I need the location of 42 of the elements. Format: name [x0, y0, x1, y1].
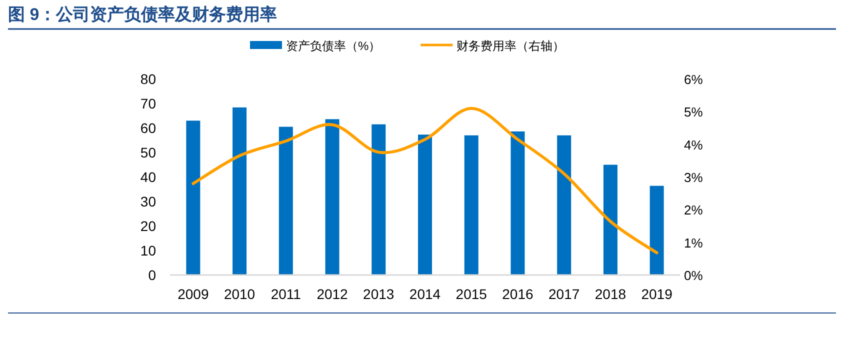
- x-tick-label: 2009: [178, 286, 209, 302]
- y2-tick-label: 1%: [684, 235, 704, 250]
- y-tick-label: 30: [140, 194, 156, 210]
- bar: [557, 135, 572, 275]
- bar: [650, 186, 664, 275]
- bar: [464, 135, 478, 275]
- y-tick-label: 50: [140, 144, 156, 160]
- x-tick-label: 2016: [502, 286, 534, 302]
- y-tick-label: 0: [148, 267, 156, 283]
- bar: [510, 131, 525, 275]
- line-series: [192, 106, 658, 254]
- legend-label: 资产负债率（%）: [286, 39, 381, 53]
- bar: [603, 164, 618, 275]
- bar: [325, 119, 340, 275]
- x-tick-label: 2013: [363, 286, 394, 302]
- bar: [232, 107, 247, 275]
- x-tick-label: 2011: [270, 286, 302, 302]
- x-tick-label: 2015: [456, 286, 488, 302]
- y-tick-label: 80: [140, 71, 156, 87]
- chart-title: 图 9：公司资产负债率及财务费用率: [8, 5, 278, 24]
- legend-label: 财务费用率（右轴）: [456, 39, 565, 53]
- bar: [372, 124, 386, 275]
- y2-tick-label: 4%: [684, 137, 704, 152]
- x-tick-label: 2017: [548, 286, 580, 302]
- y-tick-label: 70: [140, 96, 156, 112]
- bar: [186, 120, 200, 275]
- y-tick-label: 60: [140, 120, 156, 136]
- y2-tick-label: 0%: [684, 268, 704, 283]
- y-tick-label: 40: [140, 169, 156, 185]
- x-tick-label: 2014: [409, 286, 441, 302]
- y-tick-label: 10: [140, 242, 156, 258]
- y2-tick-label: 6%: [684, 72, 704, 87]
- bar: [418, 134, 432, 275]
- bar: [278, 126, 293, 275]
- x-tick-label: 2018: [594, 286, 626, 302]
- y2-tick-label: 3%: [684, 170, 704, 185]
- x-tick-label: 2010: [224, 286, 256, 302]
- y2-tick-label: 5%: [684, 104, 704, 120]
- y-tick-label: 20: [140, 218, 156, 234]
- y2-tick-label: 2%: [684, 202, 704, 218]
- x-tick-label: 2012: [316, 286, 348, 302]
- x-tick-label: 2019: [641, 286, 673, 302]
